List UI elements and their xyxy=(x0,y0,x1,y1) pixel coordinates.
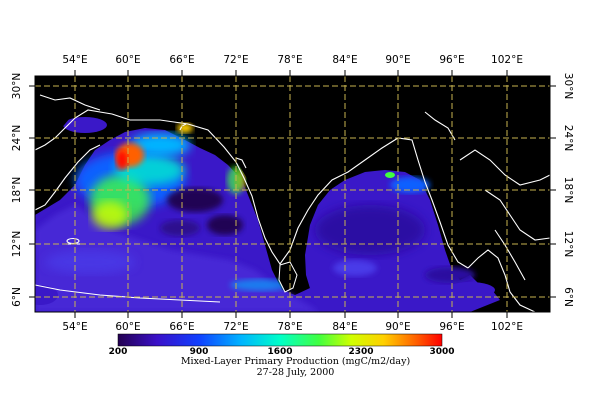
lon-label-bottom: 96°E xyxy=(439,321,464,333)
lon-label-top: 102°E xyxy=(491,54,523,66)
colorbar-tick-label: 1600 xyxy=(267,347,293,357)
lat-label-left: 18°N xyxy=(11,177,23,203)
lon-labels-bottom: 54°E 60°E 66°E 72°E 78°E 84°E 90°E 96°E … xyxy=(62,321,523,333)
colorbar-tick-label: 3000 xyxy=(429,347,455,357)
lat-labels-left: 30°N 24°N 18°N 12°N 6°N xyxy=(11,73,23,307)
lon-label-top: 84°E xyxy=(332,54,357,66)
lat-label-left: 12°N xyxy=(11,231,23,257)
lat-label-left: 24°N xyxy=(11,125,23,151)
lon-label-bottom: 60°E xyxy=(115,321,140,333)
lon-label-top: 66°E xyxy=(169,54,194,66)
lon-label-bottom: 72°E xyxy=(223,321,248,333)
lon-label-bottom: 102°E xyxy=(491,321,523,333)
map-area xyxy=(35,76,550,312)
figure-date: 27-28 July, 2000 xyxy=(256,367,335,378)
tick-marks xyxy=(29,70,556,318)
lon-label-bottom: 84°E xyxy=(332,321,357,333)
lon-label-bottom: 78°E xyxy=(277,321,302,333)
lat-label-right: 6°N xyxy=(562,287,574,307)
lon-label-bottom: 54°E xyxy=(62,321,87,333)
lat-label-right: 24°N xyxy=(562,125,574,151)
figure-title: Mixed-Layer Primary Production (mgC/m2/d… xyxy=(180,356,411,367)
map-frame xyxy=(34,75,551,313)
lon-label-top: 72°E xyxy=(223,54,248,66)
lon-label-top: 90°E xyxy=(385,54,410,66)
lon-label-top: 60°E xyxy=(115,54,140,66)
lon-label-top: 78°E xyxy=(277,54,302,66)
lon-labels-top: 54°E 60°E 66°E 72°E 78°E 84°E 90°E 96°E … xyxy=(62,54,523,66)
lon-label-bottom: 66°E xyxy=(169,321,194,333)
arabian-sea-production xyxy=(35,117,320,312)
lat-label-left: 30°N xyxy=(11,73,23,99)
graticule xyxy=(35,76,550,312)
bay-of-bengal-production xyxy=(35,170,500,312)
lat-label-right: 12°N xyxy=(562,231,574,257)
lon-label-bottom: 90°E xyxy=(385,321,410,333)
colorbar-tick-label: 900 xyxy=(189,347,209,357)
lat-labels-right: 30°N 24°N 18°N 12°N 6°N xyxy=(562,73,574,307)
lat-label-right: 30°N xyxy=(562,73,574,99)
colorbar-tick-label: 2300 xyxy=(348,347,374,357)
lat-label-right: 18°N xyxy=(562,177,574,203)
colorbar-tick-label: 200 xyxy=(108,347,128,357)
colorbar xyxy=(117,333,443,347)
lon-label-top: 54°E xyxy=(62,54,87,66)
lon-label-top: 96°E xyxy=(439,54,464,66)
lat-label-left: 6°N xyxy=(11,287,23,307)
